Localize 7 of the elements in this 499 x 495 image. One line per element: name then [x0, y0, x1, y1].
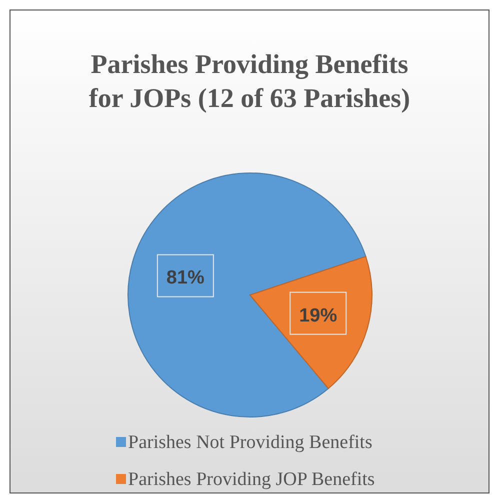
pie-slice	[250, 256, 372, 389]
legend-label: Parishes Providing JOP Benefits	[128, 469, 375, 490]
data-label: 19%	[299, 305, 338, 326]
data-label: 81%	[166, 268, 205, 289]
chart-title: Parishes Providing Benefits for JOPs (12 of 63 Parishes)	[88, 49, 410, 113]
pie-slice	[128, 172, 366, 418]
slice-label: Parishes Not Providing Benefits	[128, 432, 372, 453]
